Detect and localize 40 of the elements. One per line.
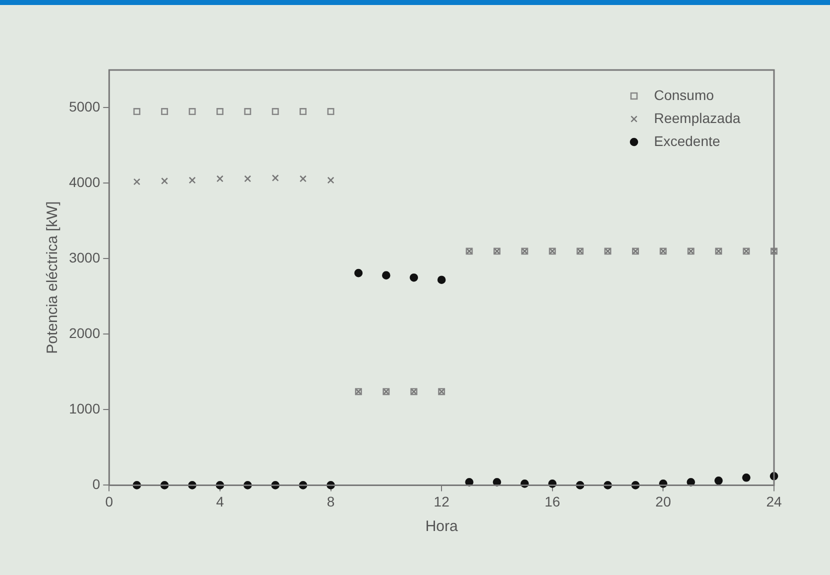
point	[188, 108, 196, 115]
x-tick-label: 24	[766, 493, 782, 510]
point	[161, 108, 168, 115]
y-tick-label: 3000	[68, 250, 100, 266]
point	[216, 175, 224, 182]
point	[244, 108, 252, 115]
point	[437, 276, 446, 284]
point	[354, 268, 363, 278]
y-axis-title: Potencia eléctrica [kW]	[44, 201, 62, 354]
x-tick-label: 8	[326, 493, 335, 510]
y-tick-label: 0	[92, 476, 100, 492]
x-tick-label: 12	[434, 493, 450, 510]
x-axis-title: Hora	[425, 518, 458, 536]
point	[300, 175, 307, 182]
point	[300, 108, 307, 115]
legend-label: Excedente	[654, 132, 720, 149]
point	[327, 108, 334, 115]
point	[742, 474, 750, 482]
point	[272, 174, 279, 182]
point	[161, 177, 168, 184]
x-tick-label: 0	[105, 493, 114, 510]
y-tick-label: 2000	[68, 325, 100, 342]
point	[327, 176, 334, 184]
point	[382, 271, 390, 280]
point	[272, 108, 279, 115]
point	[188, 176, 196, 184]
y-tick-label: 5000	[68, 98, 100, 115]
y-tick-label: 4000	[68, 174, 100, 190]
y-tick-label: 1000	[68, 400, 100, 417]
point	[133, 178, 140, 186]
point	[244, 175, 252, 182]
point	[410, 273, 418, 282]
point	[133, 108, 140, 115]
point	[216, 108, 224, 115]
legend-label: Consumo	[654, 86, 714, 103]
legend-label: Reemplazada	[654, 110, 741, 126]
x-tick-label: 16	[544, 493, 560, 510]
point	[714, 476, 723, 485]
x-tick-label: 20	[655, 493, 672, 510]
x-tick-label: 4	[216, 493, 224, 510]
